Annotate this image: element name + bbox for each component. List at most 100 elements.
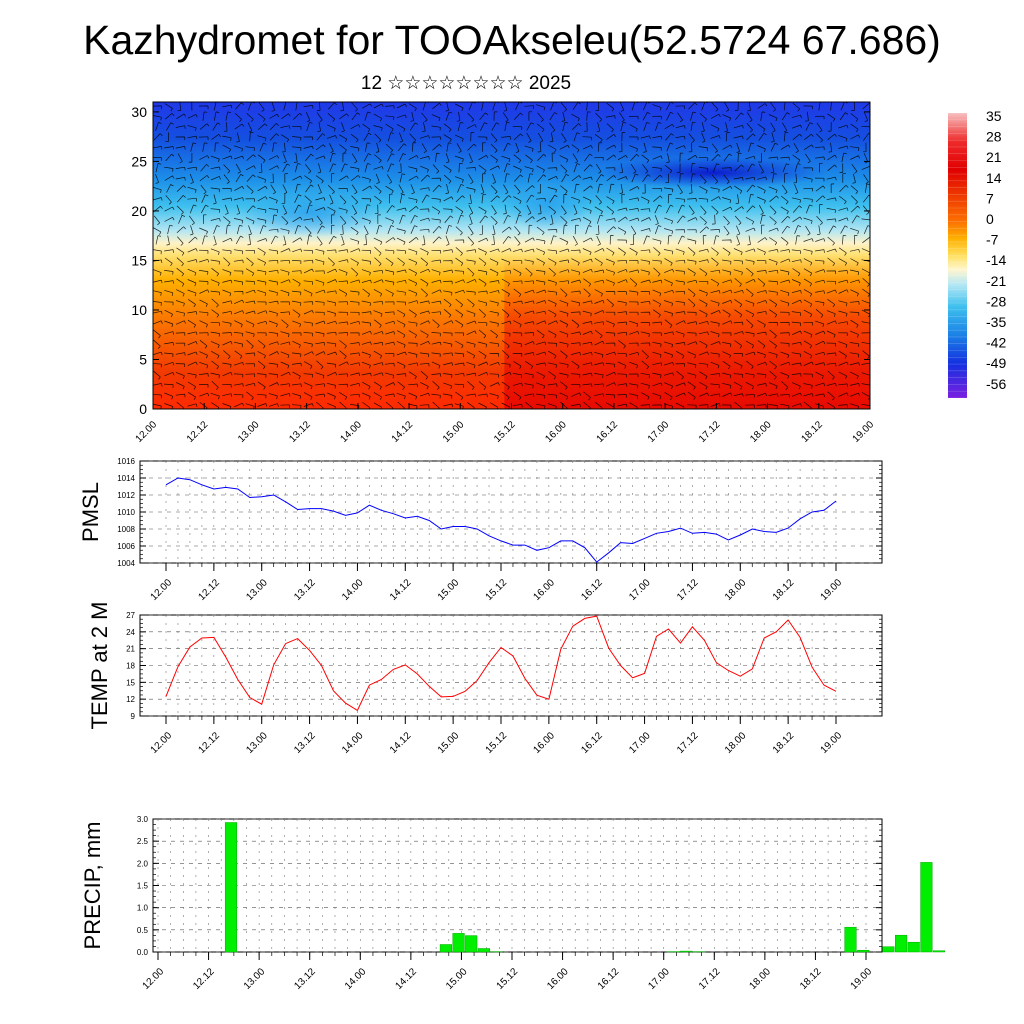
pmsl-panel: 1004 1006 1008 1010 1012 1014 1016 12.00 12.12 13…	[78, 457, 883, 603]
x-tick-label: 18.00	[723, 730, 749, 756]
y-tick-label: 3.0	[137, 815, 149, 824]
x-tick-label: 18.00	[748, 966, 774, 992]
colorbar-label: 0	[986, 211, 994, 227]
heatmap-y-tick-label: 30	[131, 104, 147, 120]
x-tick-label: 15.00	[436, 730, 462, 756]
colorbar-label: 14	[986, 170, 1002, 186]
y-tick-label: 1012	[117, 491, 135, 500]
x-tick-label: 13.00	[242, 966, 268, 992]
y-tick-label: 1.5	[137, 882, 149, 891]
x-tick-label: 13.12	[292, 966, 318, 992]
precip-bar	[907, 941, 920, 953]
heatmap-x-tick-label: 12.12	[185, 419, 211, 445]
colorbar-label: -14	[986, 252, 1006, 268]
colorbar-label: 21	[986, 149, 1002, 165]
y-tick-label: 1.0	[137, 904, 149, 913]
temperature-colorbar: 35 28 21 14 7 0 -7 -14 -21 -28 -35 -42 -49 -56	[948, 108, 1006, 399]
heatmap-warm-region	[504, 102, 870, 409]
heatmap-x-tick-label: 19.00	[851, 419, 877, 445]
chart-title: Kazhydromet for TOOAkseleu(52.5724 67.68…	[83, 17, 941, 63]
precip-bar	[895, 934, 908, 953]
x-tick-label: 14.00	[340, 577, 366, 603]
y-tick-label: 0.0	[137, 948, 149, 957]
colorbar-label: 28	[986, 129, 1002, 145]
precipitation-panel: 0.0 0.5 1.0 1.5 2.0 2.5 3.0 12.00 12.12 13.00 13.1…	[80, 815, 946, 992]
x-tick-label: 18.12	[771, 730, 797, 756]
x-tick-label: 13.12	[292, 577, 318, 603]
x-tick-label: 18.12	[771, 577, 797, 603]
temperature-line	[165, 615, 837, 712]
y-tick-label: 15	[126, 678, 135, 687]
x-tick-label: 13.00	[244, 730, 270, 756]
x-tick-label: 15.00	[444, 966, 470, 992]
x-tick-label: 12.00	[149, 577, 175, 603]
x-tick-label: 16.12	[596, 966, 622, 992]
x-tick-label: 18.12	[798, 966, 824, 992]
colorbar-label: 7	[986, 190, 994, 206]
x-tick-label: 17.12	[697, 966, 723, 992]
precip-bar	[477, 948, 490, 953]
x-tick-label: 14.12	[388, 730, 414, 756]
x-tick-label: 16.12	[579, 730, 605, 756]
colorbar-label: 35	[986, 108, 1002, 124]
x-tick-label: 17.12	[675, 730, 701, 756]
x-tick-label: 19.00	[819, 577, 845, 603]
heatmap-x-tick-label: 12.00	[134, 419, 160, 445]
heatmap-x-tick-label: 17.00	[646, 419, 672, 445]
y-tick-label: 12	[126, 695, 135, 704]
y-tick-label: 1010	[117, 508, 135, 517]
heatmap-y-tick-label: 10	[131, 302, 147, 318]
heatmap-x-tick-label: 14.00	[339, 419, 365, 445]
wind-barbs	[153, 102, 870, 409]
heatmap-cool-patch	[239, 187, 383, 238]
colorbar-label: -42	[986, 335, 1006, 351]
x-tick-label: 12.00	[149, 730, 175, 756]
temperature-wind-panel: 0 5 10 15 20 25 30 12.00 12.12 13.00 13.12 14.00 14.…	[131, 101, 877, 445]
colorbar-label: -49	[986, 355, 1006, 371]
y-tick-label: 0.5	[137, 926, 149, 935]
x-tick-label: 13.12	[292, 730, 318, 756]
precip-bar	[680, 950, 693, 953]
x-tick-label: 17.00	[646, 966, 672, 992]
x-tick-label: 12.12	[197, 730, 223, 756]
heatmap-x-tick-label: 18.00	[748, 419, 774, 445]
heatmap-x-tick-label: 15.00	[441, 419, 467, 445]
y-tick-label: 21	[126, 645, 135, 654]
x-tick-label: 12.12	[197, 577, 223, 603]
y-tick-label: 1014	[117, 474, 135, 483]
precip-bar	[452, 933, 465, 953]
precip-bar	[844, 926, 857, 953]
heatmap-y-tick-label: 20	[131, 203, 147, 219]
x-tick-label: 17.12	[675, 577, 701, 603]
heatmap-x-tick-label: 13.12	[287, 419, 313, 445]
heatmap-x-tick-label: 16.00	[543, 419, 569, 445]
colorbar-label: -21	[986, 273, 1006, 289]
heatmap-cold-core	[597, 157, 827, 188]
x-tick-label: 13.00	[244, 577, 270, 603]
precip-bar	[224, 822, 238, 953]
y-tick-label: 2.0	[137, 859, 149, 868]
x-tick-label: 15.12	[495, 966, 521, 992]
heatmap-cool-patch	[504, 175, 591, 231]
x-tick-label: 18.00	[723, 577, 749, 603]
x-tick-label: 14.00	[343, 966, 369, 992]
x-tick-label: 19.00	[849, 966, 875, 992]
heatmap-y-tick-label: 0	[139, 401, 147, 417]
x-tick-label: 19.00	[819, 730, 845, 756]
y-tick-label: 1006	[117, 542, 135, 551]
precip-bar	[932, 950, 946, 953]
y-tick-label: 1016	[117, 457, 135, 466]
colorbar-label: -35	[986, 314, 1006, 330]
heatmap-y-tick-label: 5	[139, 351, 147, 367]
precip-axis-label: PRECIP, mm	[80, 822, 105, 950]
heatmap-y-tick-label: 25	[131, 153, 147, 169]
temperature-2m-panel: 9 12 15 18 21 24 27 12.00 12.12 13.00 13.12 14.00 14…	[87, 602, 883, 756]
heatmap-x-tick-label: 15.12	[492, 419, 518, 445]
colorbar-label: -56	[986, 376, 1006, 392]
heatmap-x-tick-label: 14.12	[390, 419, 416, 445]
x-tick-label: 16.00	[532, 730, 558, 756]
heatmap-x-tick-label: 18.12	[799, 419, 825, 445]
heatmap-y-tick-label: 15	[131, 252, 147, 268]
precip-bar	[882, 946, 895, 953]
y-tick-label: 27	[126, 611, 135, 620]
